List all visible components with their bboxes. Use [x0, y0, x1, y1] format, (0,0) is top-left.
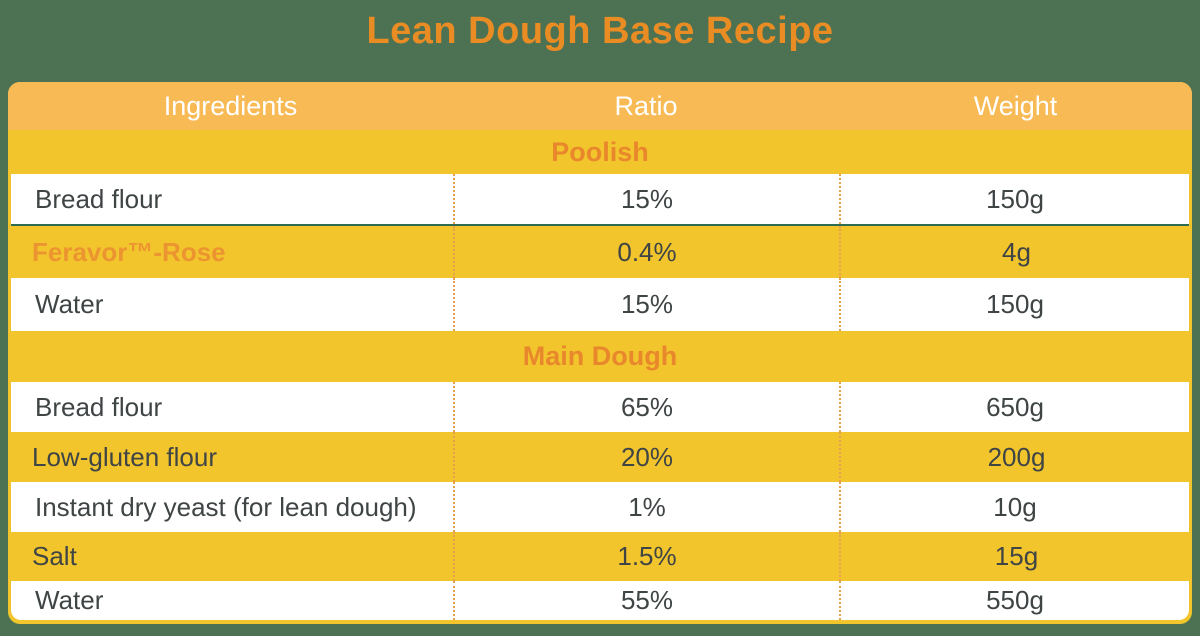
- table-row-low-gluten-flour: Low-gluten flour 20% 200g: [8, 432, 1192, 482]
- ingredient-cell: Instant dry yeast (for lean dough): [35, 491, 417, 522]
- table-row-feravor-rose: Feravor™-Rose 0.4% 4g: [8, 226, 1192, 278]
- recipe-table: Ingredients Ratio Weight Poolish Bread f…: [8, 82, 1192, 624]
- section-label: Main Dough: [522, 341, 678, 371]
- table-row-water-main: Water 55% 550g: [11, 581, 1189, 620]
- column-header-weight: Weight: [973, 90, 1058, 121]
- ingredient-cell: Water: [35, 289, 104, 319]
- weight-cell: 10g: [839, 482, 1189, 532]
- ingredient-cell: Water: [35, 585, 104, 615]
- ingredient-cell-brand: Feravor™-Rose: [32, 236, 226, 267]
- ingredient-cell: Salt: [32, 541, 77, 571]
- ratio-cell: 20%: [453, 432, 839, 482]
- column-header-ingredients: Ingredients: [163, 90, 298, 121]
- ingredient-cell: Low-gluten flour: [32, 441, 217, 472]
- table-row-instant-dry-yeast: Instant dry yeast (for lean dough) 1% 10…: [11, 482, 1189, 532]
- page-title: Lean Dough Base Recipe: [366, 10, 834, 52]
- ratio-cell: 15%: [453, 174, 839, 224]
- section-header-main-dough: Main Dough: [8, 331, 1192, 382]
- weight-cell: 550g: [839, 581, 1189, 620]
- ratio-cell: 0.4%: [453, 226, 839, 278]
- table-row-bread-flour-main: Bread flour 65% 650g: [11, 382, 1189, 432]
- column-header-ratio: Ratio: [614, 90, 678, 121]
- ratio-cell: 1.5%: [453, 532, 839, 581]
- ratio-cell: 55%: [453, 581, 839, 620]
- weight-cell: 4g: [839, 226, 1192, 278]
- weight-cell: 150g: [839, 278, 1189, 331]
- weight-cell: 15g: [839, 532, 1192, 581]
- ratio-cell: 1%: [453, 482, 839, 532]
- table-row-salt: Salt 1.5% 15g: [8, 532, 1192, 581]
- table-header-row: Ingredients Ratio Weight: [8, 82, 1192, 130]
- ingredient-cell: Bread flour: [35, 391, 163, 422]
- weight-cell: 200g: [839, 432, 1192, 482]
- weight-cell: 150g: [839, 174, 1189, 224]
- table-row-water-poolish: Water 15% 150g: [11, 278, 1189, 331]
- ratio-cell: 65%: [453, 382, 839, 432]
- table-row-bread-flour-poolish: Bread flour 15% 150g: [11, 174, 1189, 226]
- weight-cell: 650g: [839, 382, 1189, 432]
- ratio-cell: 15%: [453, 278, 839, 331]
- section-header-poolish: Poolish: [8, 130, 1192, 174]
- ingredient-cell: Bread flour: [35, 183, 163, 214]
- section-label: Poolish: [551, 136, 649, 167]
